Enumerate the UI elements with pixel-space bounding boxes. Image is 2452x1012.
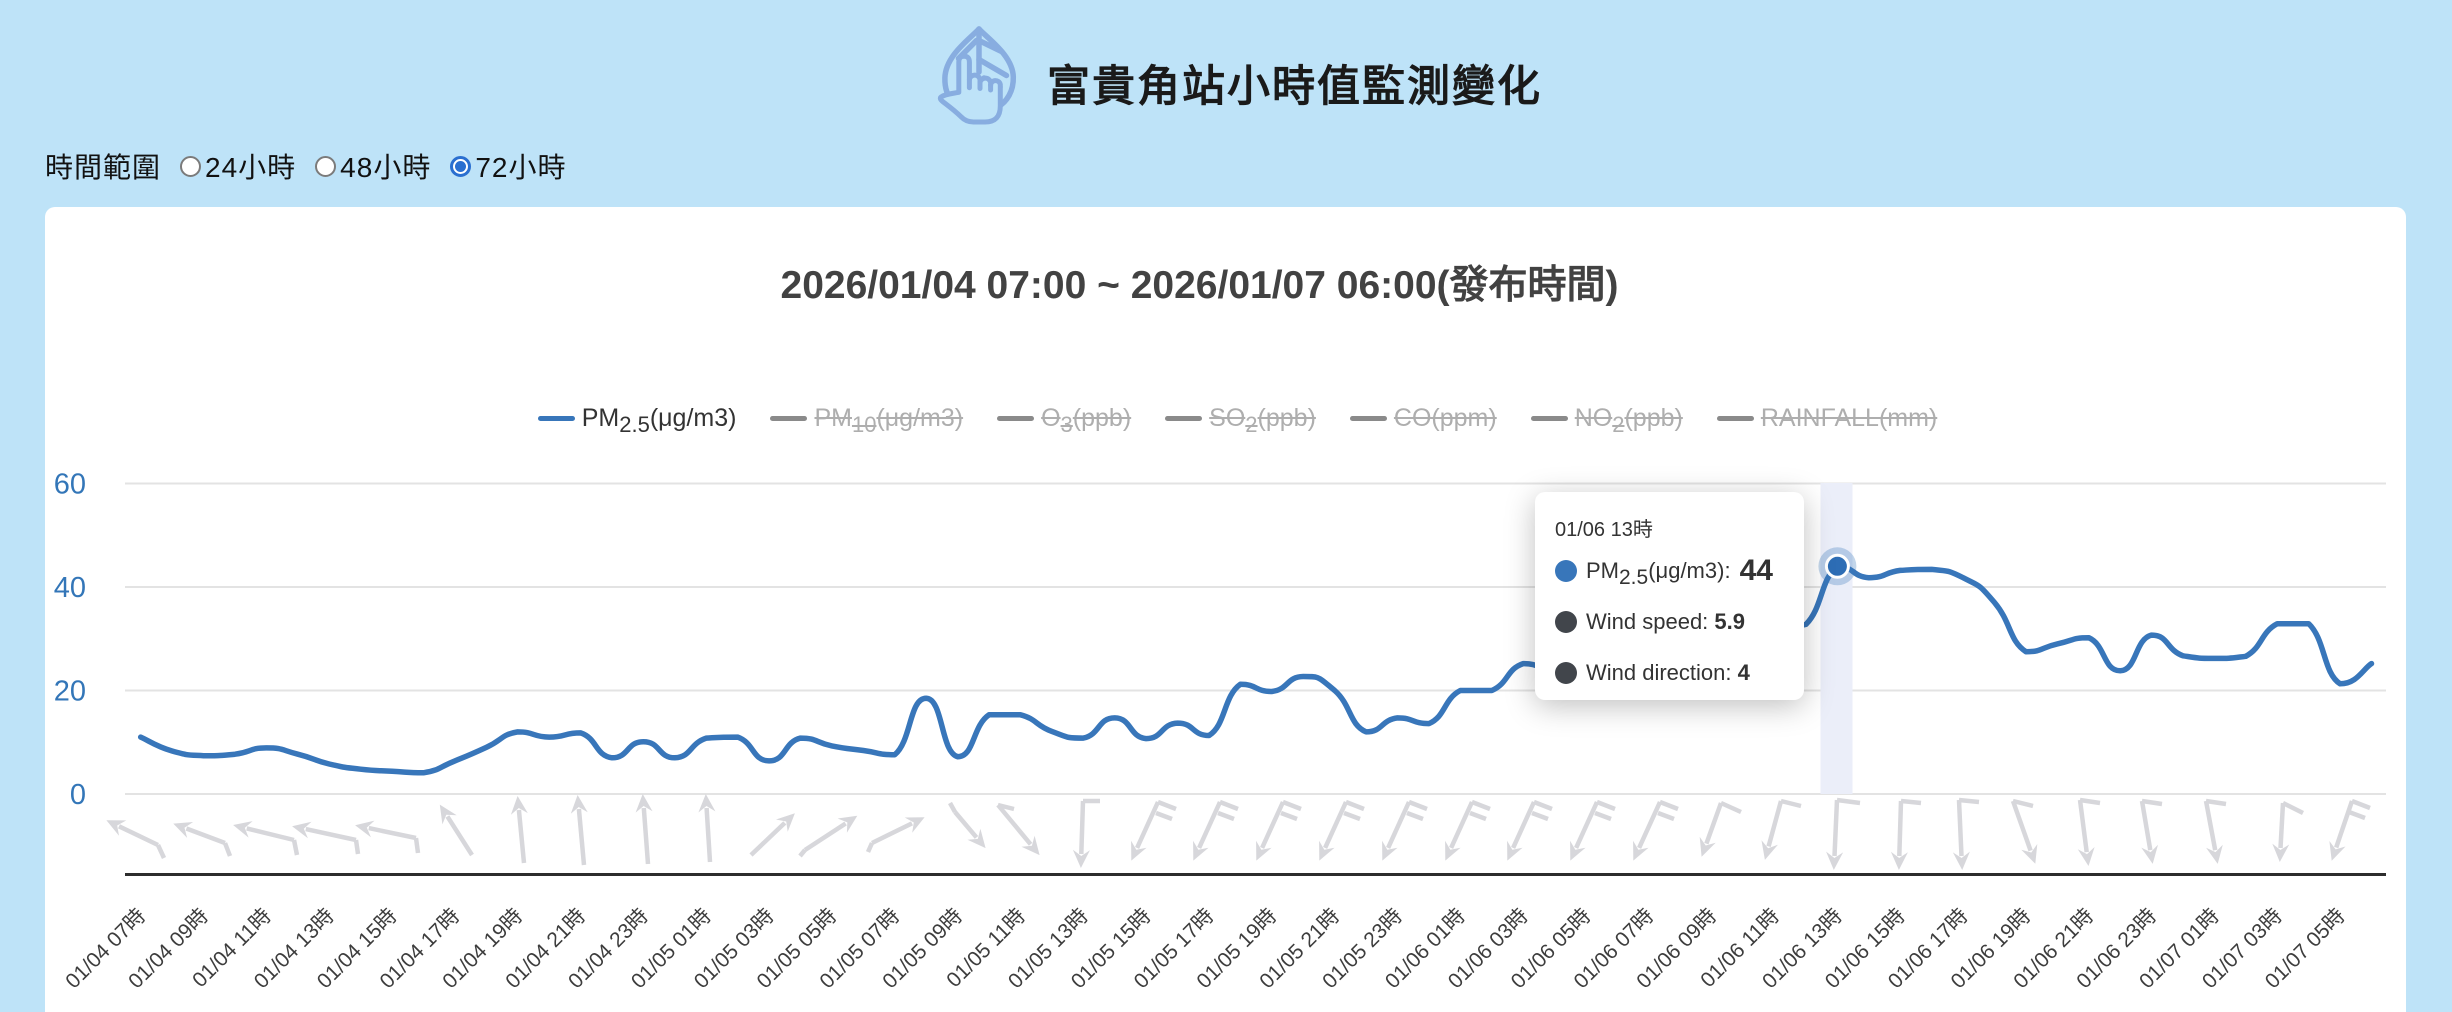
svg-text:60: 60 bbox=[54, 469, 86, 501]
svg-text:0: 0 bbox=[70, 779, 86, 811]
svg-text:40: 40 bbox=[54, 572, 86, 604]
svg-text:20: 20 bbox=[54, 676, 86, 708]
